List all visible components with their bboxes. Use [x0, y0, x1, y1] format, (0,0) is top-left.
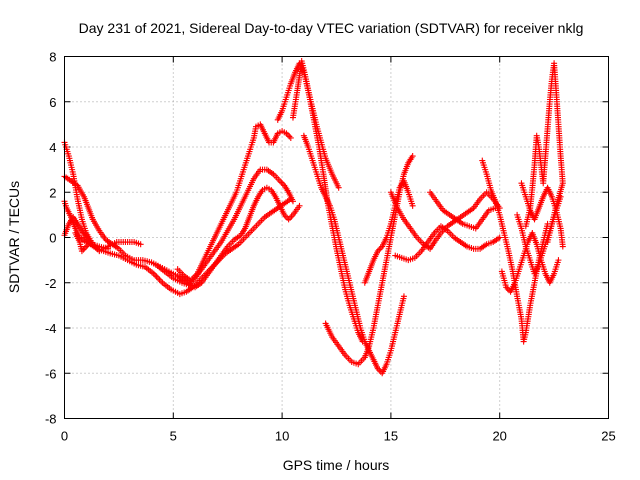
- data-point: [278, 179, 285, 186]
- x-tick-label: 15: [384, 429, 398, 444]
- series-track-n: [392, 223, 503, 264]
- tick-labels: 0 5 10 15 20 25 -8 -6 -4 -2 0 2 4 6 8: [45, 50, 616, 444]
- y-tick-label: 8: [49, 50, 56, 65]
- y-tick-label: 0: [49, 231, 56, 246]
- series-track-l: [361, 177, 416, 286]
- data-points: [61, 58, 566, 377]
- series-track-g: [174, 121, 294, 284]
- data-point: [409, 153, 416, 160]
- data-point: [105, 245, 112, 252]
- data-point: [296, 202, 303, 209]
- data-point: [287, 214, 294, 221]
- data-point: [137, 241, 144, 248]
- data-point: [156, 276, 163, 283]
- x-tick-label: 5: [170, 429, 177, 444]
- series-track-m: [387, 189, 503, 252]
- data-point: [155, 275, 162, 282]
- y-tick-label: 6: [49, 95, 56, 110]
- series-track-e: [72, 229, 94, 255]
- y-tick-label: 2: [49, 185, 56, 200]
- series-track-d: [61, 198, 112, 252]
- series-track-h: [274, 60, 342, 191]
- y-tick-label: 4: [49, 140, 56, 155]
- y-tick-label: -2: [45, 276, 57, 291]
- data-point: [559, 243, 566, 250]
- series-track-f: [152, 166, 296, 289]
- data-point: [400, 293, 407, 300]
- series-track-c: [61, 196, 294, 298]
- y-tick-label: -8: [45, 412, 57, 427]
- data-point: [87, 239, 94, 246]
- y-axis-label: SDTVAR / TECUs: [6, 181, 22, 293]
- data-point: [157, 278, 164, 285]
- x-tick-label: 10: [275, 429, 289, 444]
- data-point: [288, 213, 295, 220]
- y-tick-label: -4: [45, 321, 57, 336]
- y-tick-label: -6: [45, 366, 57, 381]
- x-tick-label: 20: [492, 429, 506, 444]
- series-track-o: [427, 189, 499, 232]
- data-point: [153, 273, 160, 280]
- series-track-a: [61, 139, 144, 255]
- x-tick-label: 25: [601, 429, 615, 444]
- data-point: [409, 202, 416, 209]
- plot-frame: [64, 56, 609, 419]
- data-point: [152, 272, 159, 279]
- data-point: [287, 134, 294, 141]
- x-tick-label: 0: [61, 429, 68, 444]
- data-point: [286, 133, 293, 140]
- data-point: [335, 184, 342, 191]
- data-point: [81, 245, 88, 252]
- data-point: [496, 234, 503, 241]
- data-point: [555, 257, 562, 264]
- data-point: [285, 216, 292, 223]
- series-track-q: [498, 229, 562, 295]
- data-point: [289, 198, 296, 205]
- series-track-t: [518, 180, 566, 250]
- data-point: [557, 193, 564, 200]
- x-axis-label: GPS time / hours: [283, 457, 390, 473]
- chart-title: Day 231 of 2021, Sidereal Day-to-day VTE…: [79, 20, 584, 36]
